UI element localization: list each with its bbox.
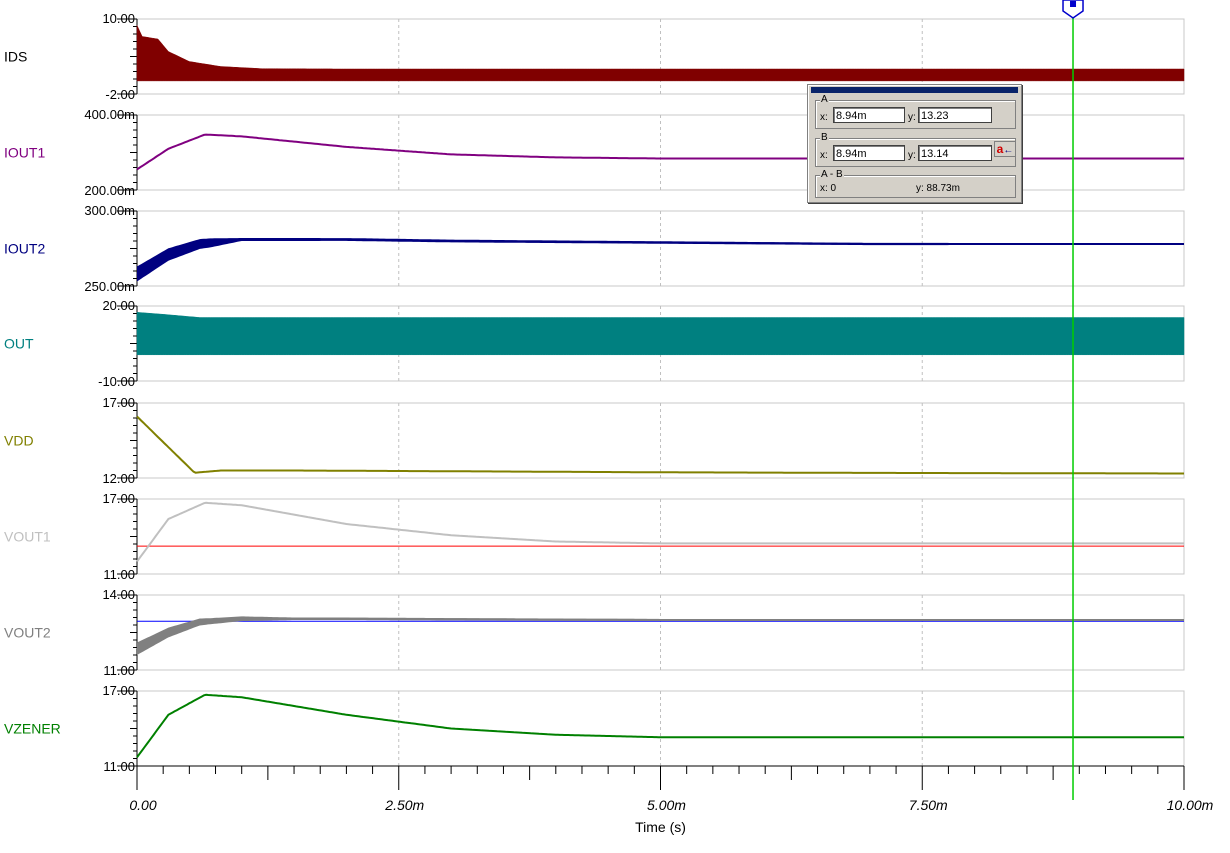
cursor-b-label: B xyxy=(820,132,829,143)
y-tick-label-top-vzener: 17.00 xyxy=(102,683,135,698)
series-label-ids: IDS xyxy=(4,49,27,65)
series-vdd xyxy=(136,415,1184,475)
series-label-iout1: IOUT1 xyxy=(4,145,45,161)
cursor-readout-window[interactable]: A x: 8.94m y: 13.23 B x: 8.94m y: 13.14 … xyxy=(807,84,1022,203)
cursor-b-x-prefix: x: xyxy=(820,150,828,161)
cursor-a-y-prefix: y: xyxy=(908,112,916,123)
x-tick-label: 5.00m xyxy=(647,797,686,813)
series-label-vout2: VOUT2 xyxy=(4,625,51,641)
cursor-b-y-prefix: y: xyxy=(908,150,916,161)
x-tick-label: 0.00 xyxy=(129,797,156,813)
y-tick-label-bottom-vdd: 12.00 xyxy=(102,471,135,486)
cursor-diff-y: y: 88.73m xyxy=(916,183,960,194)
series-label-vout1: VOUT1 xyxy=(4,529,51,545)
cursor-a-y-field[interactable]: 13.23 xyxy=(918,107,992,123)
y-tick-label-top-iout2: 300.00m xyxy=(84,203,135,218)
cursor-diff-x: x: 0 xyxy=(820,183,837,194)
series-vout2 xyxy=(136,617,1184,650)
y-tick-label-bottom-iout1: 200.00m xyxy=(84,183,135,198)
cursor-a-label: A xyxy=(820,94,829,105)
y-tick-label-top-vdd: 17.00 xyxy=(102,395,135,410)
series-label-vzener: VZENER xyxy=(4,721,61,737)
x-tick-label: 2.50m xyxy=(384,797,424,813)
cursor-diff-label: A - B xyxy=(820,169,844,180)
y-tick-label-bottom-iout2: 250.00m xyxy=(84,279,135,294)
y-tick-label-top-out: 20.00 xyxy=(102,298,135,313)
series-ids xyxy=(136,25,1185,82)
cursor-marker-dot xyxy=(1070,1,1077,7)
cursor-b-x-field[interactable]: 8.94m xyxy=(833,145,905,161)
series-label-iout2: IOUT2 xyxy=(4,241,45,257)
cursor-a-x-field[interactable]: 8.94m xyxy=(833,107,905,123)
series-label-out: OUT xyxy=(4,336,34,352)
series-out xyxy=(136,312,1185,356)
x-axis-label: Time (s) xyxy=(635,819,686,835)
cursor-swap-letter: a xyxy=(996,142,1004,156)
x-tick-label: 10.00m xyxy=(1167,797,1214,813)
series-vout1 xyxy=(136,501,1184,563)
x-tick-label: 7.50m xyxy=(909,797,948,813)
cursor-diff-group: A - B xyxy=(815,169,1016,198)
y-tick-label-bottom-vzener: 11.00 xyxy=(103,759,135,774)
cursor-marker-icon[interactable] xyxy=(1062,0,1084,19)
series-label-vdd: VDD xyxy=(4,433,34,449)
y-tick-label-top-ids: 10.00 xyxy=(102,11,135,26)
cursor-window-titlebar[interactable] xyxy=(811,87,1018,93)
y-tick-label-top-iout1: 400.00m xyxy=(84,107,135,122)
y-tick-label-bottom-out: -10.00 xyxy=(98,374,135,389)
cursor-a-x-prefix: x: xyxy=(820,112,828,123)
y-tick-label-top-vout2: 14.00 xyxy=(102,587,135,602)
series-vzener xyxy=(136,693,1184,758)
cursor-swap-button[interactable]: a← xyxy=(994,141,1016,157)
y-tick-label-top-vout1: 17.00 xyxy=(102,491,135,506)
arrow-left-icon: ← xyxy=(1003,145,1014,156)
y-tick-label-bottom-ids: -2.00 xyxy=(105,87,135,102)
cursor-a-group: A xyxy=(815,94,1016,129)
series-iout2 xyxy=(136,238,1184,275)
y-tick-label-bottom-vout1: 11.00 xyxy=(103,567,135,582)
cursor-b-y-field[interactable]: 13.14 xyxy=(918,145,992,161)
y-tick-label-bottom-vout2: 11.00 xyxy=(103,663,135,678)
